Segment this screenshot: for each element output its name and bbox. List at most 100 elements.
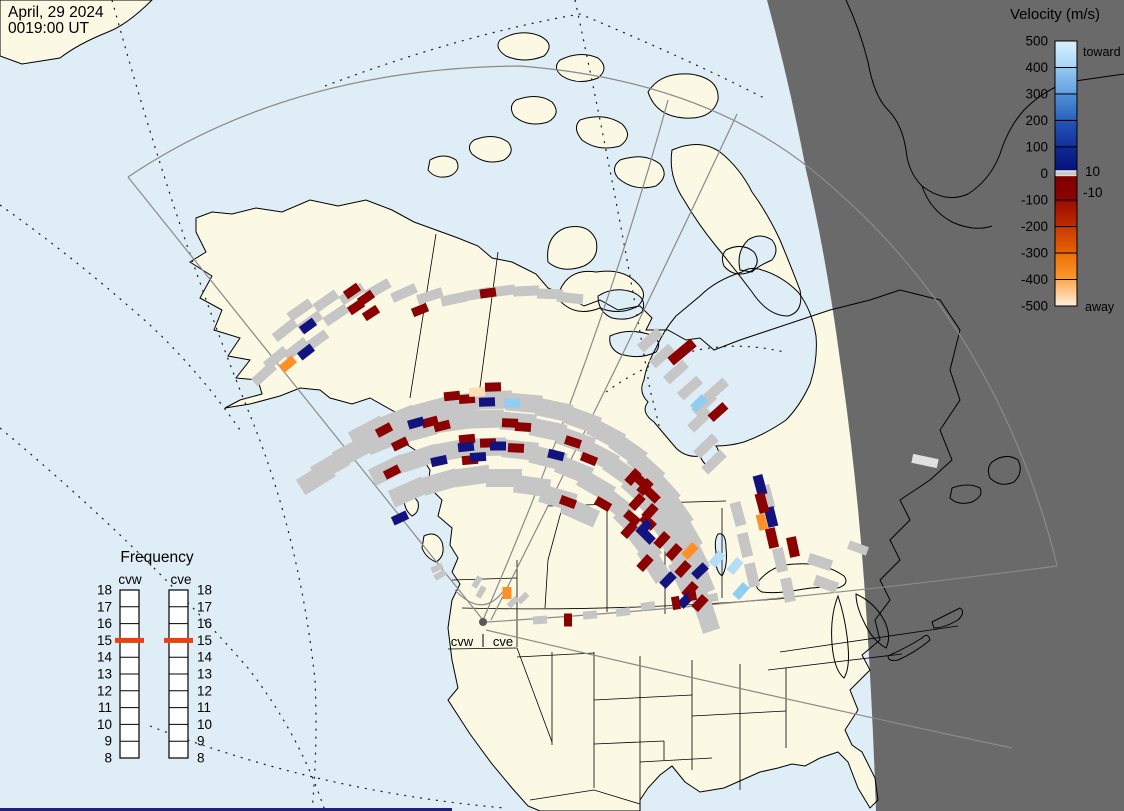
data-cell-navy: [469, 451, 487, 463]
lake-fills: [598, 236, 817, 576]
data-cell-red: [342, 282, 362, 300]
data-cell-gs: [282, 337, 310, 361]
frequency-tick-label-right: 13: [197, 667, 212, 682]
data-cell-navy: [296, 343, 316, 361]
data-cell-lblue: [732, 582, 750, 600]
frequency-marker: [115, 637, 144, 643]
data-cell-gs: [582, 610, 598, 620]
velocity-tick-label: -500: [1021, 299, 1048, 314]
frequency-tick-label-left: 9: [104, 734, 112, 749]
data-cell-gs: [516, 591, 530, 605]
data-cell-navy: [659, 571, 677, 589]
data-cell-gs: [806, 553, 834, 571]
data-cell-gs: [322, 303, 350, 327]
frequency-tick-label-left: 17: [97, 599, 112, 614]
data-cell-gs: [532, 615, 548, 625]
data-cell-gs: [295, 460, 337, 496]
frequency-tick-label-right: 10: [197, 717, 212, 732]
terminator-shading: [767, 0, 1124, 811]
frequency-tick-label-right: 17: [197, 599, 212, 614]
frequency-tick-label-left: 14: [97, 650, 113, 665]
frequency-tick-label-left: 12: [97, 683, 112, 698]
frequency-column-cve: cve: [170, 572, 191, 587]
lake-ontario: [931, 607, 964, 629]
geomagnetic-grid: [0, 0, 785, 811]
fov-mid-edge-1: [482, 99, 669, 621]
data-cell-orange: [278, 355, 298, 373]
data-cell-gs: [467, 409, 505, 429]
data-cell-navy: [390, 510, 410, 526]
velocity-legend-title: Velocity (m/s): [1010, 6, 1100, 23]
velocity-zero-band: [1054, 170, 1078, 177]
radar-site-dot: [479, 618, 487, 626]
plus10-label: 10: [1085, 164, 1100, 179]
radar-fov-lines: [127, 65, 1058, 749]
velocity-colorbar-segment: [1055, 254, 1077, 281]
velocity-colorbar-segment: [1055, 176, 1077, 203]
nova-scotia-coast: [949, 484, 982, 504]
data-cell-gs: [636, 327, 664, 353]
frequency-tick-label-right: 15: [197, 633, 212, 648]
data-cell-white: [911, 453, 939, 469]
radar-data-cells: [250, 278, 939, 634]
frequency-tick-label-right: 8: [197, 751, 205, 766]
data-cell-red: [443, 390, 461, 402]
frequency-tick-label-left: 8: [104, 751, 112, 766]
data-cell-red: [636, 554, 654, 572]
velocity-colorbar-segment: [1055, 41, 1077, 67]
data-cell-gs: [812, 574, 840, 594]
data-cell-red: [484, 382, 502, 392]
data-cell-red: [514, 421, 532, 433]
data-cell-red: [374, 422, 394, 438]
velocity-legend: Velocity (m/s) 500 400 300 200 100 0 -100 -200 -…: [1010, 6, 1121, 314]
velocity-colorbar-segment: [1055, 118, 1077, 145]
data-cell-gs: [676, 375, 704, 401]
data-cell-gs: [400, 443, 440, 473]
data-cell-red: [622, 509, 642, 527]
data-cell-pblue: [708, 549, 726, 569]
data-cell-gs: [615, 607, 631, 617]
data-cell-navy: [457, 441, 475, 453]
data-cell-red: [479, 287, 497, 299]
velocity-colorbar-segment: [1055, 228, 1077, 255]
data-cell-red: [628, 493, 646, 511]
data-cell-orange: [755, 513, 769, 531]
data-cell-gs: [271, 318, 299, 342]
lake-michigan: [831, 594, 849, 679]
data-cell-gs: [636, 543, 672, 585]
data-cell-gs: [771, 547, 789, 573]
data-cell-gs: [286, 298, 314, 322]
frequency-tick-label-left: 11: [98, 700, 112, 715]
lake-erie: [887, 634, 931, 661]
data-cell-red: [764, 527, 780, 549]
frequency-tick-label-left: 15: [97, 633, 112, 648]
data-cell-gs: [250, 361, 278, 387]
data-cell-red: [382, 464, 402, 480]
data-cell-lblue: [690, 394, 708, 412]
data-cell-red: [686, 586, 698, 602]
data-cell-red: [346, 298, 366, 316]
velocity-colorbar-segment: [1055, 144, 1077, 171]
data-cell-orange: [681, 542, 699, 560]
data-cell-gs: [693, 433, 719, 459]
data-cell-red: [433, 419, 451, 433]
data-cell-gs: [534, 397, 574, 423]
data-cell-gs: [780, 577, 796, 603]
frequency-marker: [164, 637, 193, 643]
data-cell-lblue: [503, 398, 521, 408]
frequency-tick-label-right: 14: [197, 650, 213, 665]
frequency-legend-title: Frequency: [120, 549, 193, 566]
data-cell-gs: [847, 540, 869, 556]
velocity-tick-label: -400: [1021, 272, 1048, 287]
velocity-colorbar-segment: [1055, 202, 1077, 229]
newfoundland-coast: [987, 456, 1021, 485]
data-cell-red: [667, 338, 697, 366]
data-cell-gs: [536, 288, 564, 300]
data-cell-navy: [547, 448, 565, 462]
greenland-fjord: [921, 185, 993, 229]
away-label: away: [1085, 300, 1115, 314]
data-cell-red: [674, 560, 692, 578]
